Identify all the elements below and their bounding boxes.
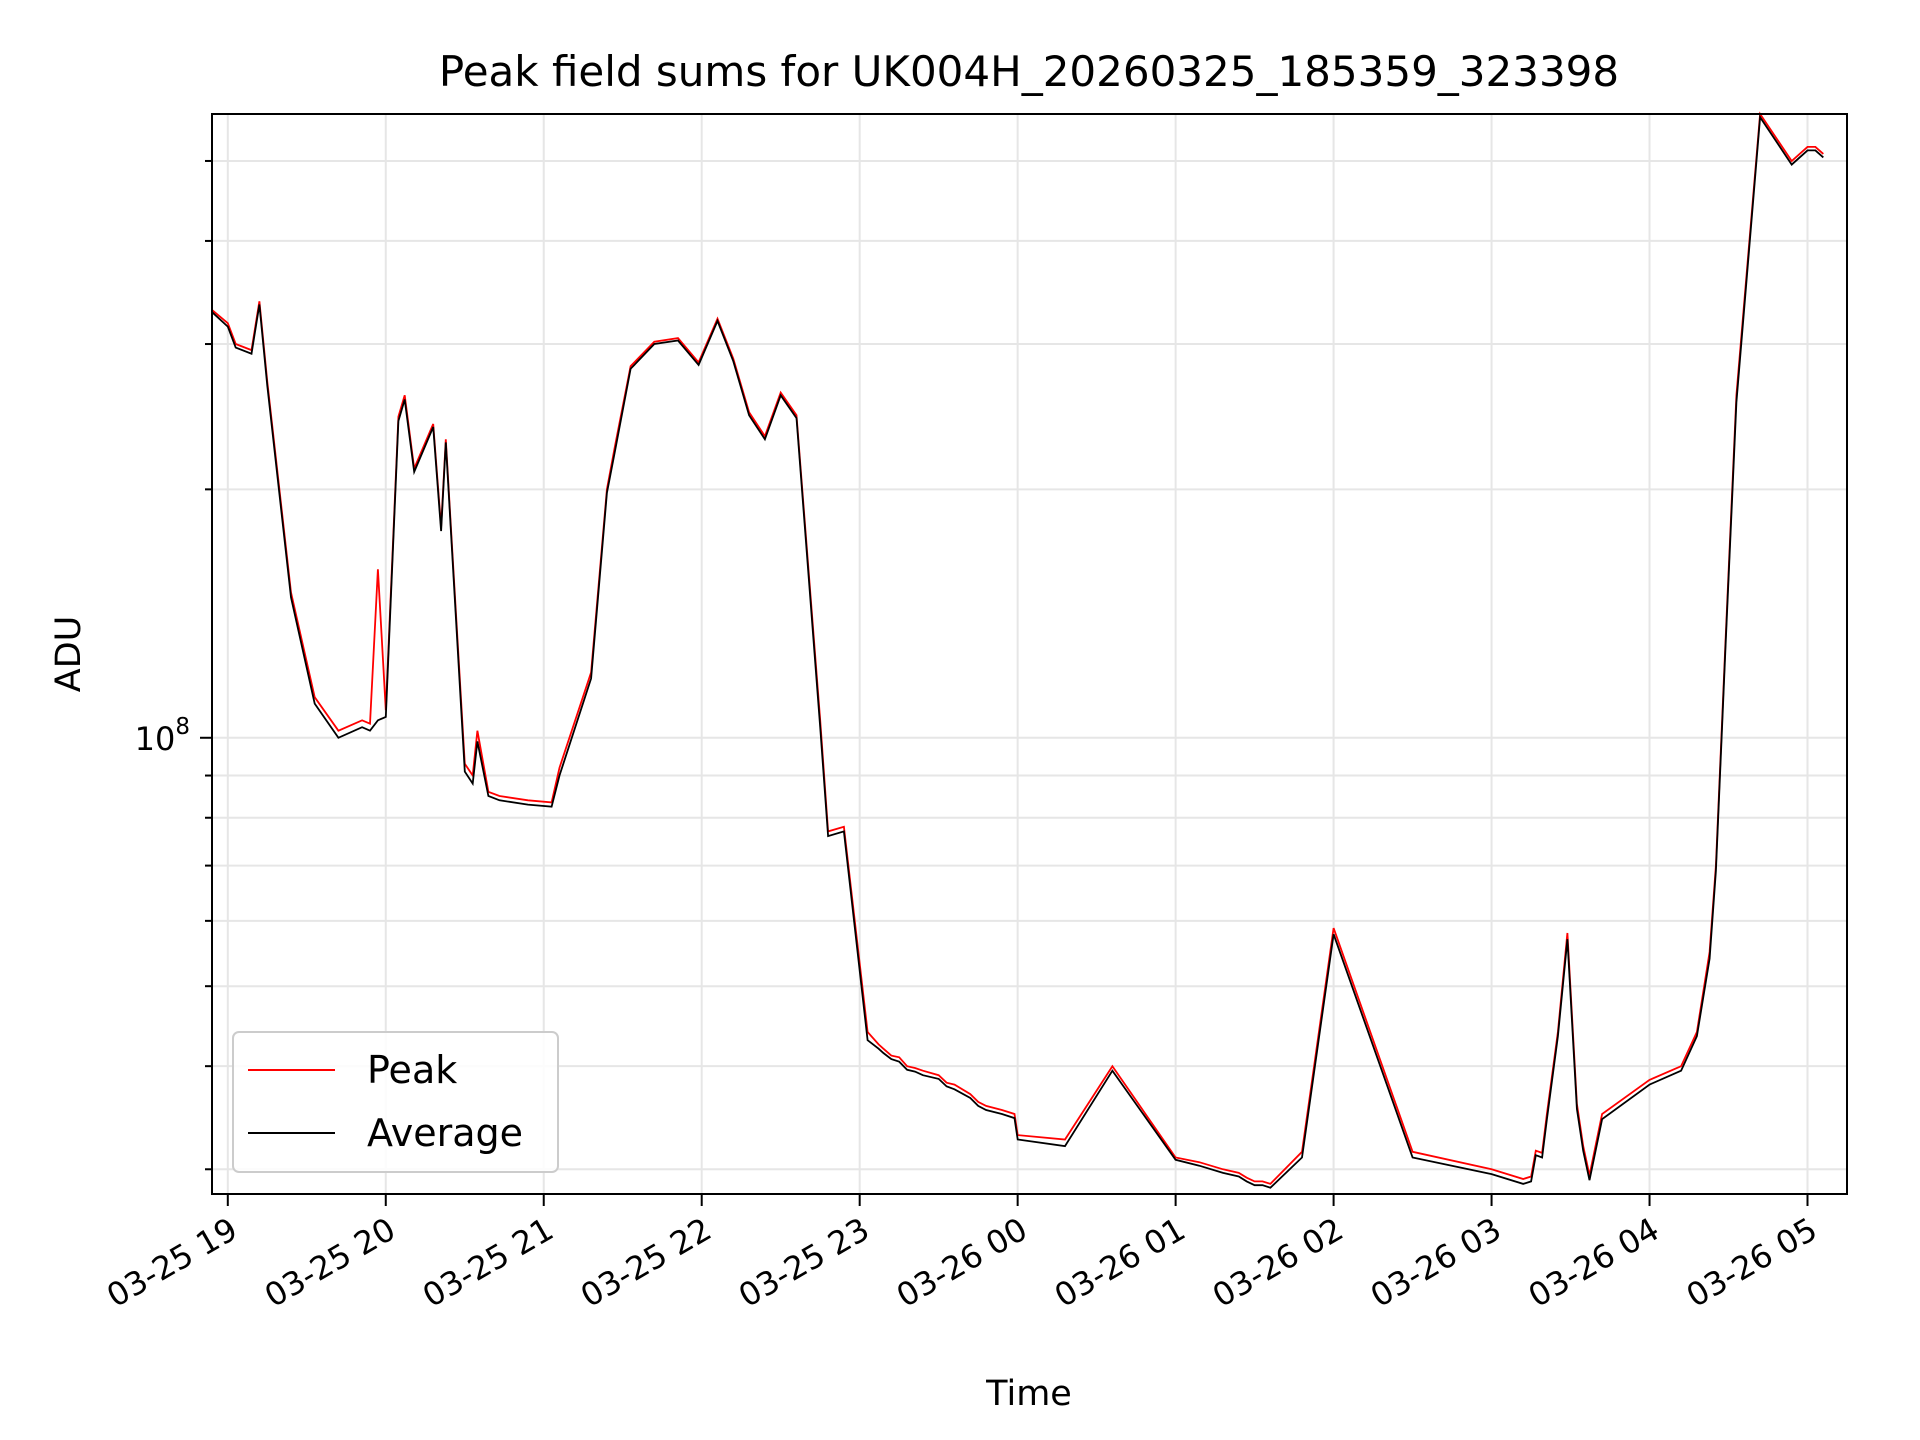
plot-frame	[211, 113, 1848, 1195]
y-axis-label: ADU	[49, 616, 89, 693]
legend-label-peak: Peak	[367, 1048, 457, 1092]
chart-title: Peak field sums for UK004H_20260325_1853…	[439, 47, 1619, 96]
y-tick-label: 108	[135, 714, 190, 758]
legend-box	[232, 1031, 559, 1173]
x-axis-label: Time	[985, 1374, 1072, 1414]
legend-label-average: Average	[367, 1111, 523, 1155]
series-line-average	[211, 114, 1824, 1189]
legend: Peak Average	[232, 1031, 559, 1173]
series-lines	[211, 111, 1824, 1189]
grid-lines	[212, 114, 1847, 1194]
